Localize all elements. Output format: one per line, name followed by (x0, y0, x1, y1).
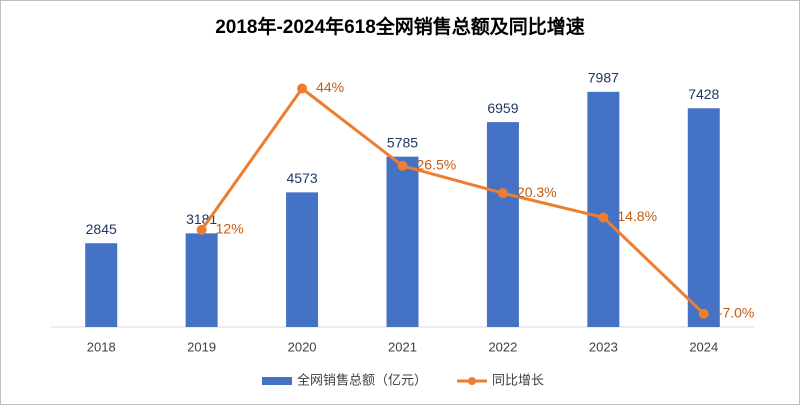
line-point (497, 188, 508, 199)
bar (687, 108, 720, 327)
line-point (698, 308, 709, 319)
line-value-label: 14.8% (617, 208, 657, 224)
line-value-label: -7.0% (718, 304, 755, 320)
x-tick-label: 2024 (689, 339, 718, 354)
line-value-label: 44% (316, 79, 344, 95)
legend-swatch (468, 377, 477, 385)
bar (185, 233, 218, 327)
bar-value-label: 2845 (86, 221, 117, 237)
bar (486, 122, 519, 328)
x-tick-label: 2018 (87, 339, 116, 354)
x-tick-label: 2019 (187, 339, 216, 354)
line-point (196, 224, 207, 235)
bar (587, 91, 620, 327)
x-tick-label: 2020 (288, 339, 317, 354)
line (200, 87, 705, 315)
bar-value-label: 7987 (588, 70, 619, 86)
bar-value-label: 3181 (186, 211, 217, 227)
bar-value-label: 7428 (688, 86, 719, 102)
line-point (397, 160, 408, 171)
legend-label: 全网销售总额（亿元） (297, 372, 427, 387)
line-point (297, 83, 308, 94)
x-tick-label: 2022 (488, 339, 517, 354)
bar-value-label: 4573 (286, 170, 317, 186)
x-tick-label: 2021 (388, 339, 417, 354)
bar (85, 243, 118, 327)
bar-value-label: 5785 (387, 134, 418, 150)
bar (286, 192, 319, 327)
legend-label: 同比增长 (492, 372, 544, 387)
bar-value-label: 6959 (487, 100, 518, 116)
line-value-label: 20.3% (517, 184, 557, 200)
chart-title: 2018年-2024年618全网销售总额及同比增速 (215, 15, 585, 38)
line-point (598, 212, 609, 223)
line-value-label: 12% (216, 221, 244, 237)
legend-swatch (262, 377, 292, 385)
x-tick-label: 2023 (589, 339, 618, 354)
bar (386, 156, 419, 327)
line-value-label: 26.5% (417, 156, 457, 172)
